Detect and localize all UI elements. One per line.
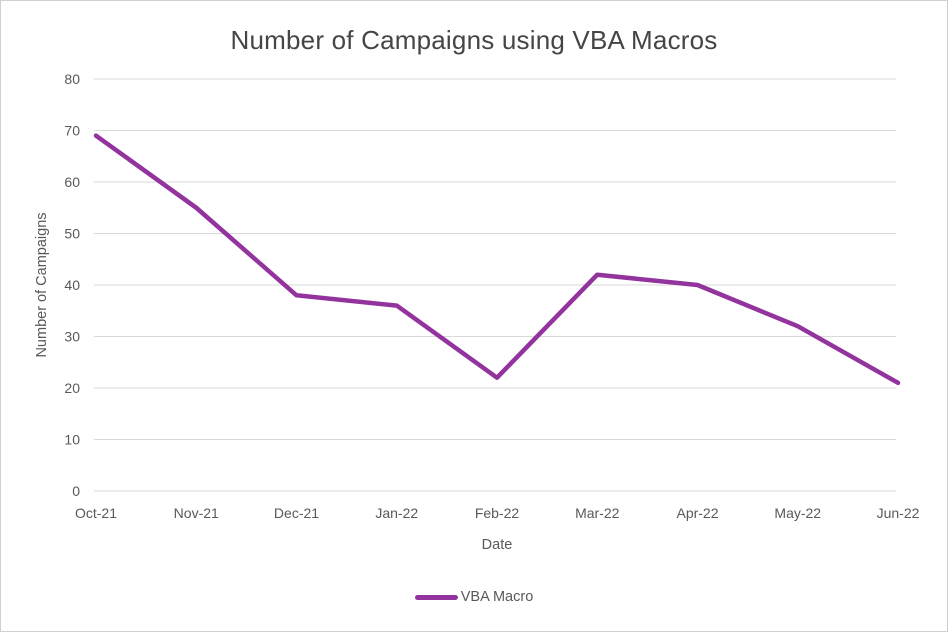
x-tick-label: Jan-22 (375, 505, 418, 521)
legend: VBA Macro (1, 589, 947, 605)
x-axis-title: Date (481, 537, 513, 553)
x-tick-label: Jun-22 (877, 505, 920, 521)
y-tick-label: 40 (64, 277, 80, 293)
x-tick-label: May-22 (774, 505, 821, 521)
y-tick-label: 30 (64, 329, 80, 345)
x-tick-label: Nov-21 (174, 505, 219, 521)
y-tick-label: 50 (64, 226, 80, 242)
x-tick-label: Dec-21 (274, 505, 319, 521)
x-tick-label: Feb-22 (475, 505, 520, 521)
y-tick-label: 60 (64, 174, 80, 190)
y-tick-label: 80 (64, 71, 80, 87)
chart-title: Number of Campaigns using VBA Macros (230, 25, 718, 55)
y-tick-label: 10 (64, 432, 80, 448)
x-tick-label: Oct-21 (75, 505, 117, 521)
y-axis-title: Number of Campaigns (34, 212, 50, 358)
legend-label: VBA Macro (460, 589, 534, 605)
y-tick-label: 0 (72, 483, 80, 499)
x-tick-label: Apr-22 (676, 505, 718, 521)
y-tick-label: 70 (64, 123, 80, 139)
y-tick-label: 20 (64, 380, 80, 396)
x-tick-label: Mar-22 (575, 505, 620, 521)
legend-line-swatch (414, 594, 458, 600)
series-line-vba-macro (93, 133, 901, 386)
